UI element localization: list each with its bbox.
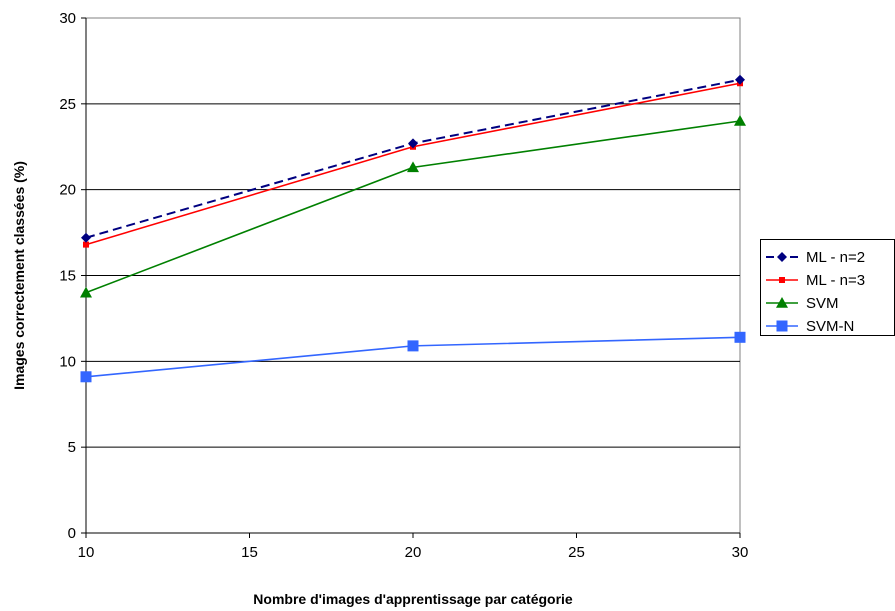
y-axis-title: Images correctement classées (%) <box>11 161 27 390</box>
data-point <box>407 161 419 173</box>
y-tick-label: 20 <box>59 182 76 199</box>
x-axis-title: Nombre d'images d'apprentissage par caté… <box>253 591 573 607</box>
x-tick-label: 10 <box>78 544 95 561</box>
series-1 <box>81 74 745 243</box>
x-tick-label: 25 <box>568 544 585 561</box>
y-axis-ticks: 0 5 10 15 20 25 30 <box>59 10 86 542</box>
data-point <box>735 74 745 85</box>
legend-swatch-marker <box>776 320 788 332</box>
x-axis-ticks: 10 15 20 25 30 <box>78 533 749 561</box>
data-point <box>408 138 418 149</box>
data-point <box>734 331 746 343</box>
legend: ML - n=2 ML - n=3 SVM SVM-N <box>760 239 895 336</box>
legend-item: SVM-N <box>766 318 854 335</box>
data-point <box>80 371 92 383</box>
y-tick-label: 10 <box>59 353 76 370</box>
data-point <box>83 241 89 248</box>
y-tick-label: 15 <box>59 268 76 285</box>
x-tick-label: 30 <box>732 544 749 561</box>
legend-label: SVM <box>806 295 839 312</box>
data-point <box>81 232 91 243</box>
legend-item: SVM <box>766 295 839 312</box>
y-tick-label: 5 <box>68 439 76 456</box>
y-tick-label: 30 <box>59 10 76 27</box>
x-tick-label: 15 <box>241 544 258 561</box>
legend-label: ML - n=3 <box>806 272 865 289</box>
series-layer <box>80 74 746 383</box>
legend-label: SVM-N <box>806 318 854 335</box>
series-3 <box>80 115 746 298</box>
data-point <box>734 115 746 126</box>
data-point <box>407 340 419 352</box>
y-tick-label: 25 <box>59 96 76 113</box>
y-tick-label: 0 <box>68 525 76 542</box>
legend-swatch-marker <box>777 252 787 262</box>
legend-label: ML - n=2 <box>806 249 865 266</box>
x-tick-label: 20 <box>405 544 422 561</box>
legend-swatch-marker <box>779 277 785 283</box>
legend-item: ML - n=2 <box>766 249 865 266</box>
series-4 <box>80 331 746 383</box>
legend-item: ML - n=3 <box>766 272 865 289</box>
legend-swatch-marker <box>776 297 788 308</box>
data-point <box>80 286 92 298</box>
